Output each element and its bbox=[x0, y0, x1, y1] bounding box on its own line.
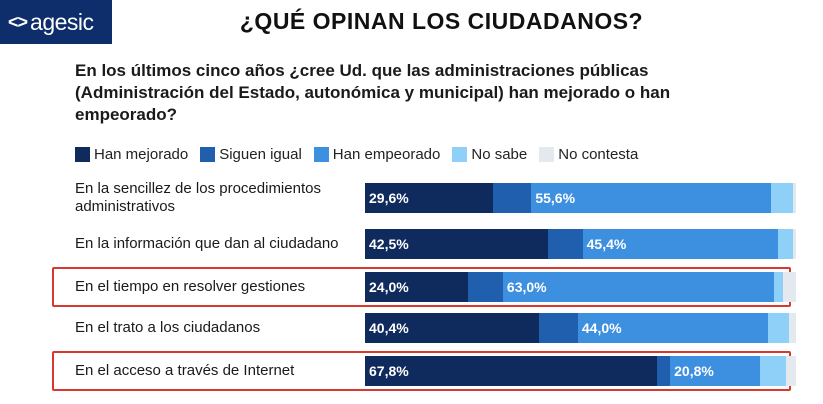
category-label: En el tiempo en resolver gestiones bbox=[75, 278, 306, 295]
bar-segment-siguen-igual bbox=[492, 183, 532, 213]
bar-segment-no-contesta bbox=[789, 313, 796, 343]
data-label: 29,6% bbox=[369, 190, 409, 206]
bar-segment-han-mejorado: 67,8% bbox=[365, 356, 658, 386]
bar-segment-han-mejorado: 40,4% bbox=[365, 313, 540, 343]
stacked-bar: 67,8% 20,8% bbox=[365, 356, 796, 386]
legend-label: No contesta bbox=[558, 146, 639, 163]
data-label: 55,6% bbox=[535, 190, 576, 206]
bar-segment-han-mejorado: 42,5% bbox=[365, 229, 549, 259]
bar-segment-han-empeorado: 44,0% bbox=[577, 313, 768, 343]
logo-text: agesic bbox=[30, 8, 94, 35]
legend-swatch bbox=[452, 147, 468, 162]
legend-swatch bbox=[200, 147, 216, 162]
stacked-bar: 40,4% 44,0% bbox=[365, 313, 796, 343]
bar-segment-han-mejorado: 24,0% bbox=[365, 272, 469, 302]
legend-label: Siguen igual bbox=[219, 146, 302, 163]
legend-label: No sabe bbox=[471, 146, 528, 163]
legend-item-no-contesta: No contesta bbox=[539, 146, 638, 163]
stacked-bar: 42,5% 45,4% bbox=[365, 229, 796, 259]
logo-chevrons-icon: <> bbox=[8, 11, 28, 32]
bar-segment-han-empeorado: 20,8% bbox=[670, 356, 760, 386]
page-title: ¿QUÉ OPINAN LOS CIUDADANOS? bbox=[239, 8, 644, 34]
legend-swatch bbox=[75, 147, 90, 162]
bar-segment-no-contesta bbox=[793, 229, 796, 259]
bar-segment-no-contesta bbox=[785, 356, 796, 386]
category-label: En la información que dan al ciudadano bbox=[75, 235, 339, 252]
bar-segment-no-sabe bbox=[759, 356, 786, 386]
data-label: 67,8% bbox=[369, 363, 409, 379]
bar-segment-siguen-igual bbox=[657, 356, 671, 386]
category-label: En la sencillez de los procedimientos ad… bbox=[75, 180, 321, 215]
data-label: 45,4% bbox=[586, 236, 627, 252]
legend-item-han-empeorado: Han empeorado bbox=[313, 146, 441, 163]
bar-segment-siguen-igual bbox=[548, 229, 583, 259]
category-label: En el trato a los ciudadanos bbox=[75, 319, 261, 336]
data-label: 63,0% bbox=[506, 279, 547, 295]
bar-segment-no-sabe bbox=[767, 313, 790, 343]
legend-item-no-sabe: No sabe bbox=[452, 146, 527, 163]
bar-segment-no-contesta bbox=[783, 272, 796, 302]
bar-segment-no-sabe bbox=[778, 229, 794, 259]
legend-label: Han empeorado bbox=[332, 146, 441, 163]
data-label: 44,0% bbox=[581, 320, 622, 336]
bar-segment-siguen-igual bbox=[539, 313, 578, 343]
bar-segment-siguen-igual bbox=[468, 272, 503, 302]
legend-item-han-mejorado: Han mejorado bbox=[75, 146, 188, 163]
chart-legend: Han mejorado Siguen igual Han empeorado No … bbox=[75, 146, 650, 163]
legend-item-siguen-igual: Siguen igual bbox=[200, 146, 302, 163]
data-label: 42,5% bbox=[369, 236, 409, 252]
bar-segment-han-empeorado: 45,4% bbox=[582, 229, 779, 259]
bar-segment-no-contesta bbox=[792, 183, 796, 213]
survey-question: En los últimos cinco años ¿cree Ud. que … bbox=[75, 61, 671, 124]
bar-segment-han-mejorado: 29,6% bbox=[365, 183, 493, 213]
legend-swatch bbox=[539, 147, 555, 162]
bar-segment-han-empeorado: 63,0% bbox=[502, 272, 775, 302]
bar-segment-no-sabe bbox=[770, 183, 793, 213]
data-label: 24,0% bbox=[369, 279, 409, 295]
agesic-logo: <> agesic bbox=[0, 0, 112, 44]
bar-segment-han-empeorado: 55,6% bbox=[531, 183, 771, 213]
data-label: 40,4% bbox=[369, 320, 409, 336]
bar-segment-no-sabe bbox=[774, 272, 784, 302]
legend-label: Han mejorado bbox=[94, 146, 189, 163]
legend-swatch bbox=[313, 147, 329, 162]
stacked-bar: 29,6% 55,6% bbox=[365, 183, 796, 213]
data-label: 20,8% bbox=[674, 363, 714, 379]
category-label: En el acceso a través de Internet bbox=[75, 362, 295, 379]
stacked-bar: 24,0% 63,0% bbox=[365, 272, 796, 302]
